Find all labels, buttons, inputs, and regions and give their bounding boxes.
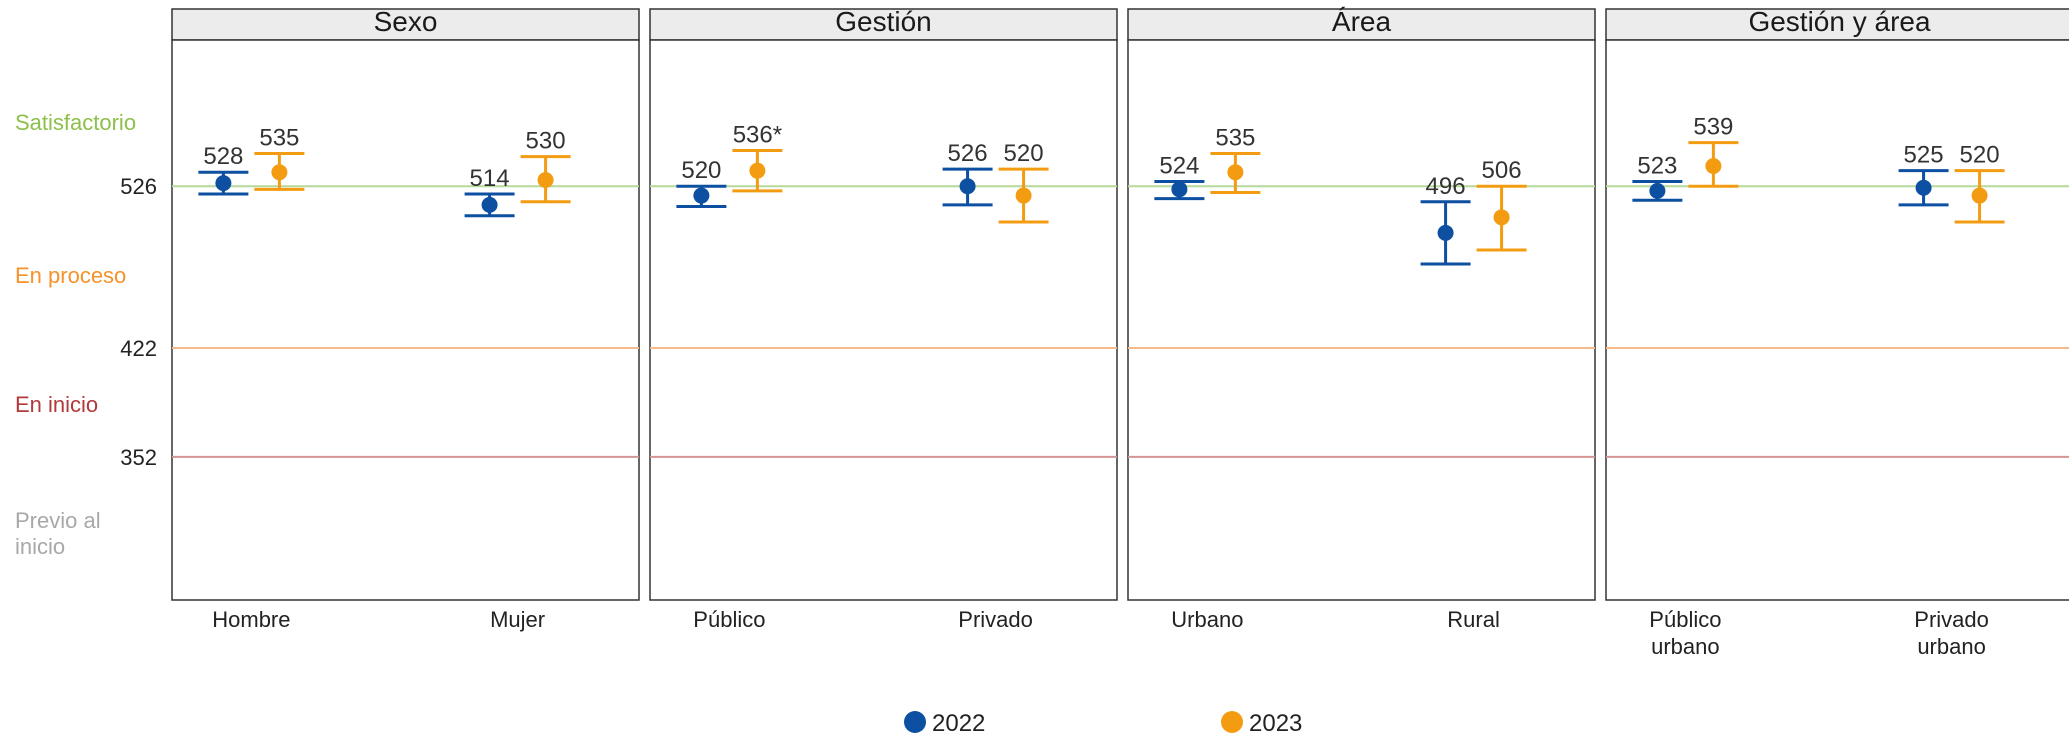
panel-header-gestion-y-area	[1605, 8, 2069, 41]
point-privado-2023	[1015, 187, 1032, 204]
point-rural-2023	[1493, 209, 1510, 226]
legend-label-2022: 2022	[932, 710, 985, 737]
y-axis-ticks: 526 422 352	[120, 174, 157, 470]
y-tick-label-422: 422	[120, 336, 157, 361]
point-hombre-2023	[271, 164, 288, 181]
data-label-mujer-2023: 530	[526, 128, 566, 155]
x-category-label-publico-urbano-line1: Público	[1649, 607, 1721, 632]
data-label-publico-urbano-2022: 523	[1637, 153, 1677, 180]
point-rural-2022	[1437, 224, 1454, 241]
data-label-publico-2023: 536*	[733, 121, 782, 148]
x-category-label-mujer: Mujer	[490, 607, 545, 632]
panel-header-area	[1127, 8, 1596, 41]
band-label-previo-al-inicio-line1: Previo al	[15, 508, 101, 533]
point-privado-urbano-2023	[1971, 187, 1988, 204]
band-labels: Satisfactorio En proceso En inicio Previo a…	[15, 110, 136, 559]
legend-marker-2022	[904, 711, 926, 733]
point-publico-2023	[749, 162, 766, 179]
band-label-satisfactorio: Satisfactorio	[15, 110, 136, 135]
point-privado-urbano-2022	[1915, 179, 1932, 196]
data-label-privado-2023: 520	[1004, 140, 1044, 167]
panel-area: Área Urbano 524 535 Rural 496 506	[1127, 6, 1596, 632]
panel-title-area: Área	[1332, 6, 1392, 37]
x-category-label-privado-urbano-line1: Privado	[1914, 607, 1989, 632]
x-category-label-hombre: Hombre	[212, 607, 290, 632]
data-label-privado-urbano-2023: 520	[1960, 142, 2000, 169]
y-tick-label-526: 526	[120, 174, 157, 199]
panel-frame-gestion	[649, 39, 1118, 601]
panel-gestion-y-area: Gestión y áreaPúblicourbano523539Privado…	[1605, 6, 2069, 659]
point-publico-urbano-2023	[1705, 158, 1722, 174]
legend-label-2023: 2023	[1249, 710, 1302, 737]
x-category-label-privado-urbano-line2: urbano	[1917, 634, 1986, 659]
data-label-rural-2022: 496	[1426, 173, 1466, 200]
data-label-hombre-2022: 528	[203, 143, 243, 170]
panel-sexo: Sexo Hombre 528 535 Mujer 514 530	[171, 6, 640, 632]
data-label-urbano-2022: 524	[1159, 153, 1199, 180]
data-label-privado-urbano-2022: 525	[1904, 142, 1944, 169]
panel-title-sexo: Sexo	[374, 6, 438, 37]
panel-gestion: Gestión Público 520 536* Privado 526 520	[649, 6, 1118, 632]
facet-panels: Sexo Hombre 528 535 Mujer 514 530 Gestión Públic…	[171, 6, 2069, 659]
data-label-hombre-2023: 535	[259, 125, 299, 152]
point-urbano-2022	[1171, 181, 1188, 198]
panel-title-gestion-y-area: Gestión y área	[1748, 6, 1931, 37]
legend-marker-2023	[1221, 711, 1243, 733]
data-label-publico-2022: 520	[681, 157, 721, 184]
data-label-publico-urbano-2023: 539	[1693, 114, 1733, 141]
x-category-label-urbano: Urbano	[1171, 607, 1243, 632]
point-urbano-2023	[1227, 164, 1244, 181]
panel-frame-gestion-y-area	[1605, 39, 2069, 601]
point-privado-2022	[959, 178, 976, 195]
x-category-label-privado: Privado	[958, 607, 1033, 632]
panel-header-gestion	[649, 8, 1118, 41]
point-publico-2022	[693, 187, 710, 204]
band-label-en-proceso: En proceso	[15, 263, 126, 288]
point-mujer-2023	[537, 172, 554, 188]
panel-frame-sexo	[171, 39, 640, 601]
band-label-previo-al-inicio-line2: inicio	[15, 534, 65, 559]
data-label-mujer-2022: 514	[470, 165, 510, 192]
panel-frame-area	[1127, 39, 1596, 601]
point-hombre-2022	[215, 175, 232, 192]
y-tick-label-352: 352	[120, 445, 157, 470]
x-category-label-publico-urbano-line2: urbano	[1651, 634, 1720, 659]
legend: 2022 2023	[904, 710, 1302, 737]
band-label-en-inicio: En inicio	[15, 392, 98, 417]
panel-header-sexo	[171, 8, 640, 41]
data-label-rural-2023: 506	[1482, 157, 1522, 184]
point-mujer-2022	[481, 196, 498, 213]
point-publico-urbano-2022	[1649, 182, 1666, 199]
x-category-label-rural: Rural	[1447, 607, 1500, 632]
x-category-label-publico: Público	[693, 607, 765, 632]
data-label-urbano-2023: 535	[1215, 125, 1255, 152]
panel-title-gestion: Gestión	[835, 6, 932, 37]
data-label-privado-2022: 526	[948, 140, 988, 167]
